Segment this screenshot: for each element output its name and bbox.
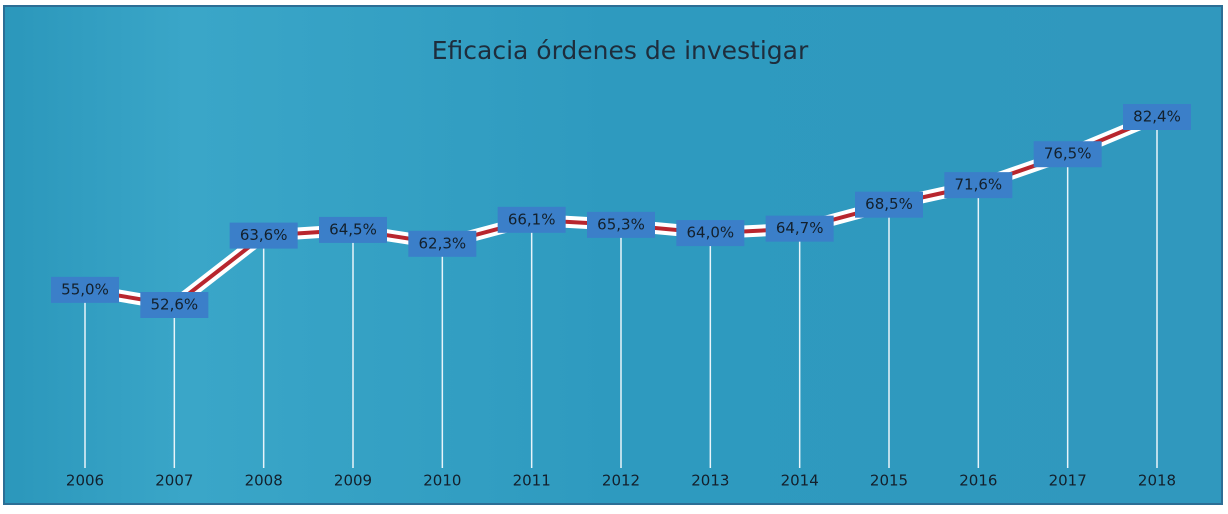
data-label: 55,0% [61, 280, 109, 298]
data-label-box [51, 276, 119, 303]
chart-title: Eficacia órdenes de investigar [432, 36, 809, 65]
x-tick-label: 2016 [959, 472, 997, 490]
data-label: 82,4% [1133, 108, 1181, 126]
chart-background [3, 5, 1223, 505]
x-tick-label: 2014 [781, 472, 819, 490]
data-label-box [408, 230, 477, 257]
data-label-box [765, 215, 834, 242]
data-label-box [855, 191, 923, 218]
data-label-box [229, 222, 298, 249]
data-label-box [497, 206, 566, 233]
x-tick-label: 2012 [602, 472, 640, 490]
data-label-box [676, 220, 745, 247]
x-tick-label: 2010 [423, 472, 461, 490]
x-tick-label: 2007 [155, 472, 193, 490]
data-label-box [319, 216, 387, 243]
data-label: 52,6% [151, 296, 199, 314]
data-label: 63,6% [240, 226, 288, 244]
x-tick-label: 2011 [513, 472, 551, 490]
data-label: 76,5% [1044, 145, 1092, 163]
x-tick-label: 2015 [870, 472, 908, 490]
x-tick-label: 2009 [334, 472, 372, 490]
data-label-box [1123, 104, 1191, 130]
x-tick-label: 2013 [691, 472, 729, 490]
data-label: 64,0% [687, 224, 735, 242]
data-label-box [140, 292, 209, 318]
data-label: 65,3% [597, 215, 645, 233]
data-label: 62,3% [419, 234, 467, 252]
data-label: 71,6% [955, 176, 1003, 194]
data-label-box [1033, 141, 1102, 168]
x-tick-label: 2008 [245, 472, 283, 490]
data-label: 68,5% [865, 195, 913, 213]
data-label: 66,1% [508, 210, 556, 228]
x-tick-label: 2017 [1049, 472, 1087, 490]
data-label: 64,5% [329, 220, 377, 238]
x-tick-label: 2018 [1138, 472, 1176, 490]
data-label-box [944, 172, 1013, 199]
data-label: 64,7% [776, 219, 824, 237]
x-tick-label: 2006 [66, 472, 104, 490]
data-label-box [587, 211, 655, 238]
